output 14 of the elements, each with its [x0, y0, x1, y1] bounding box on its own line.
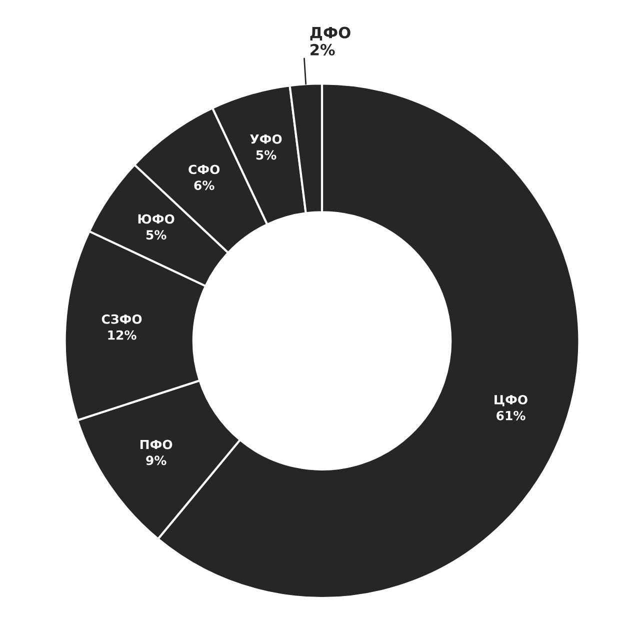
slice-label: ДФО	[310, 26, 350, 41]
slice-label: СЗФО	[102, 314, 142, 324]
data-label: 12%	[108, 330, 136, 340]
data-label: 5%	[146, 230, 166, 240]
slice-label: ПФО	[140, 440, 172, 450]
data-label: 6%	[194, 180, 214, 190]
slice-label: ЮФО	[138, 214, 174, 224]
data-label: 61%	[496, 410, 526, 420]
data-label: 9%	[146, 456, 166, 466]
slice-label: ЦФО	[494, 394, 528, 406]
slice-label: УФО	[250, 134, 282, 144]
data-label: 5%	[256, 150, 276, 160]
slice-label: СФО	[188, 164, 220, 174]
data-label: 2%	[310, 44, 335, 56]
